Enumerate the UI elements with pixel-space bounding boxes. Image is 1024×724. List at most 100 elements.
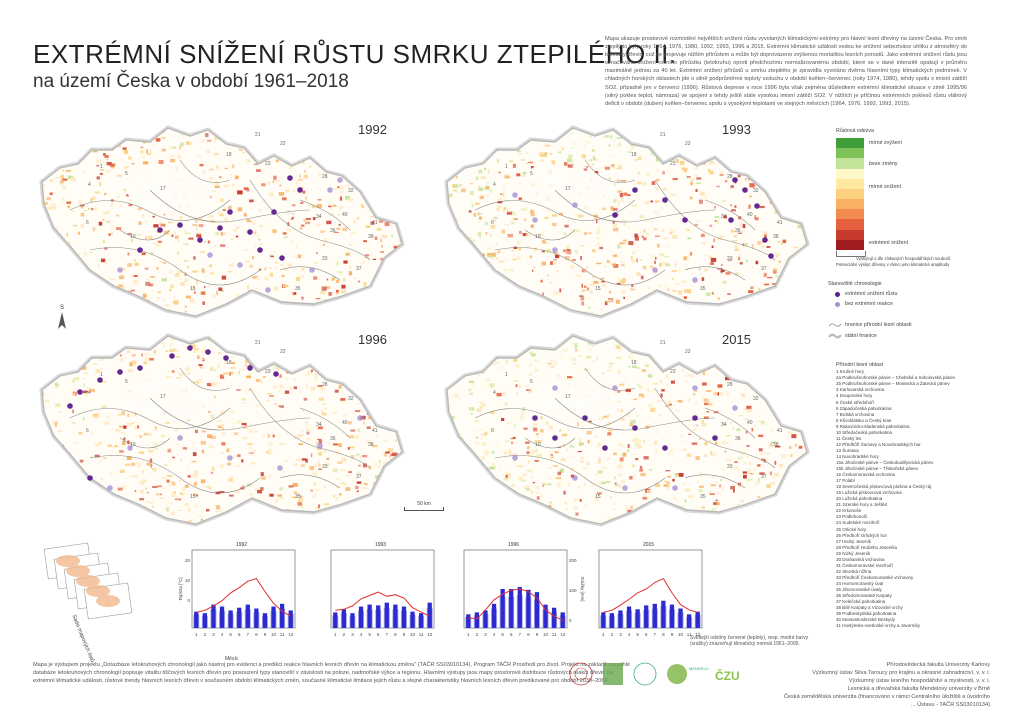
month-tick: 1 [334,632,337,637]
chronology-extreme-dot [157,227,163,233]
chronology-none-dot [237,262,243,268]
precip-bar [686,614,692,628]
month-tick: 10 [678,632,684,637]
month-tick: 4 [628,632,631,637]
chronology-none-dot [552,385,558,391]
region-number: 18 [631,360,637,366]
precip-bar [393,604,398,628]
chronology-none-dot [692,277,698,283]
month-tick: 7 [519,632,522,637]
region-number: 21 [255,340,261,346]
chronology-extreme-dot [223,355,229,361]
chronology-extreme-dot [117,369,123,375]
ramp-step [836,239,864,250]
region-number: 41 [372,220,378,226]
state-boundary-label: státní hranice [845,333,877,340]
chronology-extreme-dot [271,209,277,215]
label-mild-decrease: mírné snížení [869,184,902,190]
chronology-extreme-dot [205,349,211,355]
month-tick: 7 [247,632,250,637]
region-number: 35 [700,494,706,500]
month-tick: 12 [288,632,294,637]
chronology-extreme-dot [137,365,143,371]
month-tick: 2 [343,632,346,637]
precip-bar [358,606,364,628]
region-number: 6 [86,220,89,226]
color-ramp [836,138,864,250]
precip-bar [271,606,276,628]
region-number: 17 [565,186,571,192]
region-item: 24 Sudetské mezihoří [836,520,880,526]
none-dot-icon [835,302,840,308]
month-tick: 11 [687,632,692,637]
region-number: 10 [535,234,541,240]
precip-bar [262,613,268,628]
footer-text: Mapa je výstupem projektu „Dotazbáze let… [33,662,630,684]
region-item: 13 Šumava [836,447,859,453]
precip-bar [228,610,233,628]
growth-legend: Růstová odezva mírné zvýšení beze změny … [836,128,986,268]
region-number: 28 [727,174,733,180]
chronology-extreme-dot [247,229,253,235]
region-number: 4 [88,182,91,188]
region-item: 36 Středomoravské Karpaty [836,593,892,599]
precip-bar [350,613,355,628]
precip-bar [551,607,557,628]
precip-bar [661,600,666,628]
region-number: 15 [190,494,196,500]
month-tick: 11 [419,632,424,637]
region-number: 22 [685,141,691,147]
month-tick: 6 [645,632,648,637]
region-number: 21 [660,340,666,346]
chronology-none-dot [532,217,538,223]
region-number: 22 [685,349,691,355]
region-item: 17 Polabí [836,478,856,484]
region-item: 10 Středočeská pahorkatina [836,429,893,435]
region-item: 40 Moravskoslezské Beskydy [836,617,896,623]
region-item: 37 Kelečská pahorkatina [836,599,886,605]
region-number: 33 [727,464,733,470]
precip-bar [652,603,657,628]
region-number: 35 [295,286,301,292]
precip-bar [534,592,540,628]
chronology-none-dot [652,267,658,273]
region-number: 23 [265,161,271,167]
region-number: 10 [535,442,541,448]
ramp-step [836,148,864,159]
region-item: 18 Severočeská pískovcová plošina a Česk… [836,484,932,490]
region-item: 28 Předhoří Hrubého Jeseníku [836,544,898,550]
month-tick: 7 [654,632,657,637]
region-item: 19 Lužická pískovcová vrchovina [836,490,902,496]
region-number: 18 [631,152,637,158]
chronology-extreme-dot [137,247,143,253]
chronology-none-dot [612,385,618,391]
region-number: 40 [747,212,753,218]
chronology-extreme-dot [602,445,608,451]
month-tick: 5 [636,632,639,637]
chronology-none-dot [512,192,518,198]
region-item: 33 Předhoří Českomoravské vrchoviny [836,574,914,580]
chronology-extreme-dot [732,177,738,183]
chronology-none-dot [732,405,738,411]
precip-bar [635,609,640,628]
region-number: 34 [316,214,322,220]
precip-axis-tick: 0 [569,618,572,623]
region-number: 23 [670,161,676,167]
month-tick: 5 [368,632,371,637]
region-item: 11 Český les [836,435,862,441]
svg-text:MENDELU: MENDELU [689,666,709,671]
bracket-label-2: Potenciální výskyt dřeviny v rámci jeho … [836,262,950,267]
growth-legend-title: Růstová odezva [836,128,874,134]
axis-label-month: Měsíc [225,656,239,662]
month-tick: 5 [229,632,232,637]
region-item: 34 Hornomoravský úval [836,580,884,586]
month-tick: 8 [527,632,530,637]
month-tick: 3 [619,632,622,637]
month-tick: 12 [560,632,566,637]
region-item: 9 Rakovnicko-kladenská pahorkatina [836,423,910,429]
month-tick: 3 [351,632,354,637]
precip-bar [279,603,285,628]
chronology-extreme-dot [227,209,233,215]
